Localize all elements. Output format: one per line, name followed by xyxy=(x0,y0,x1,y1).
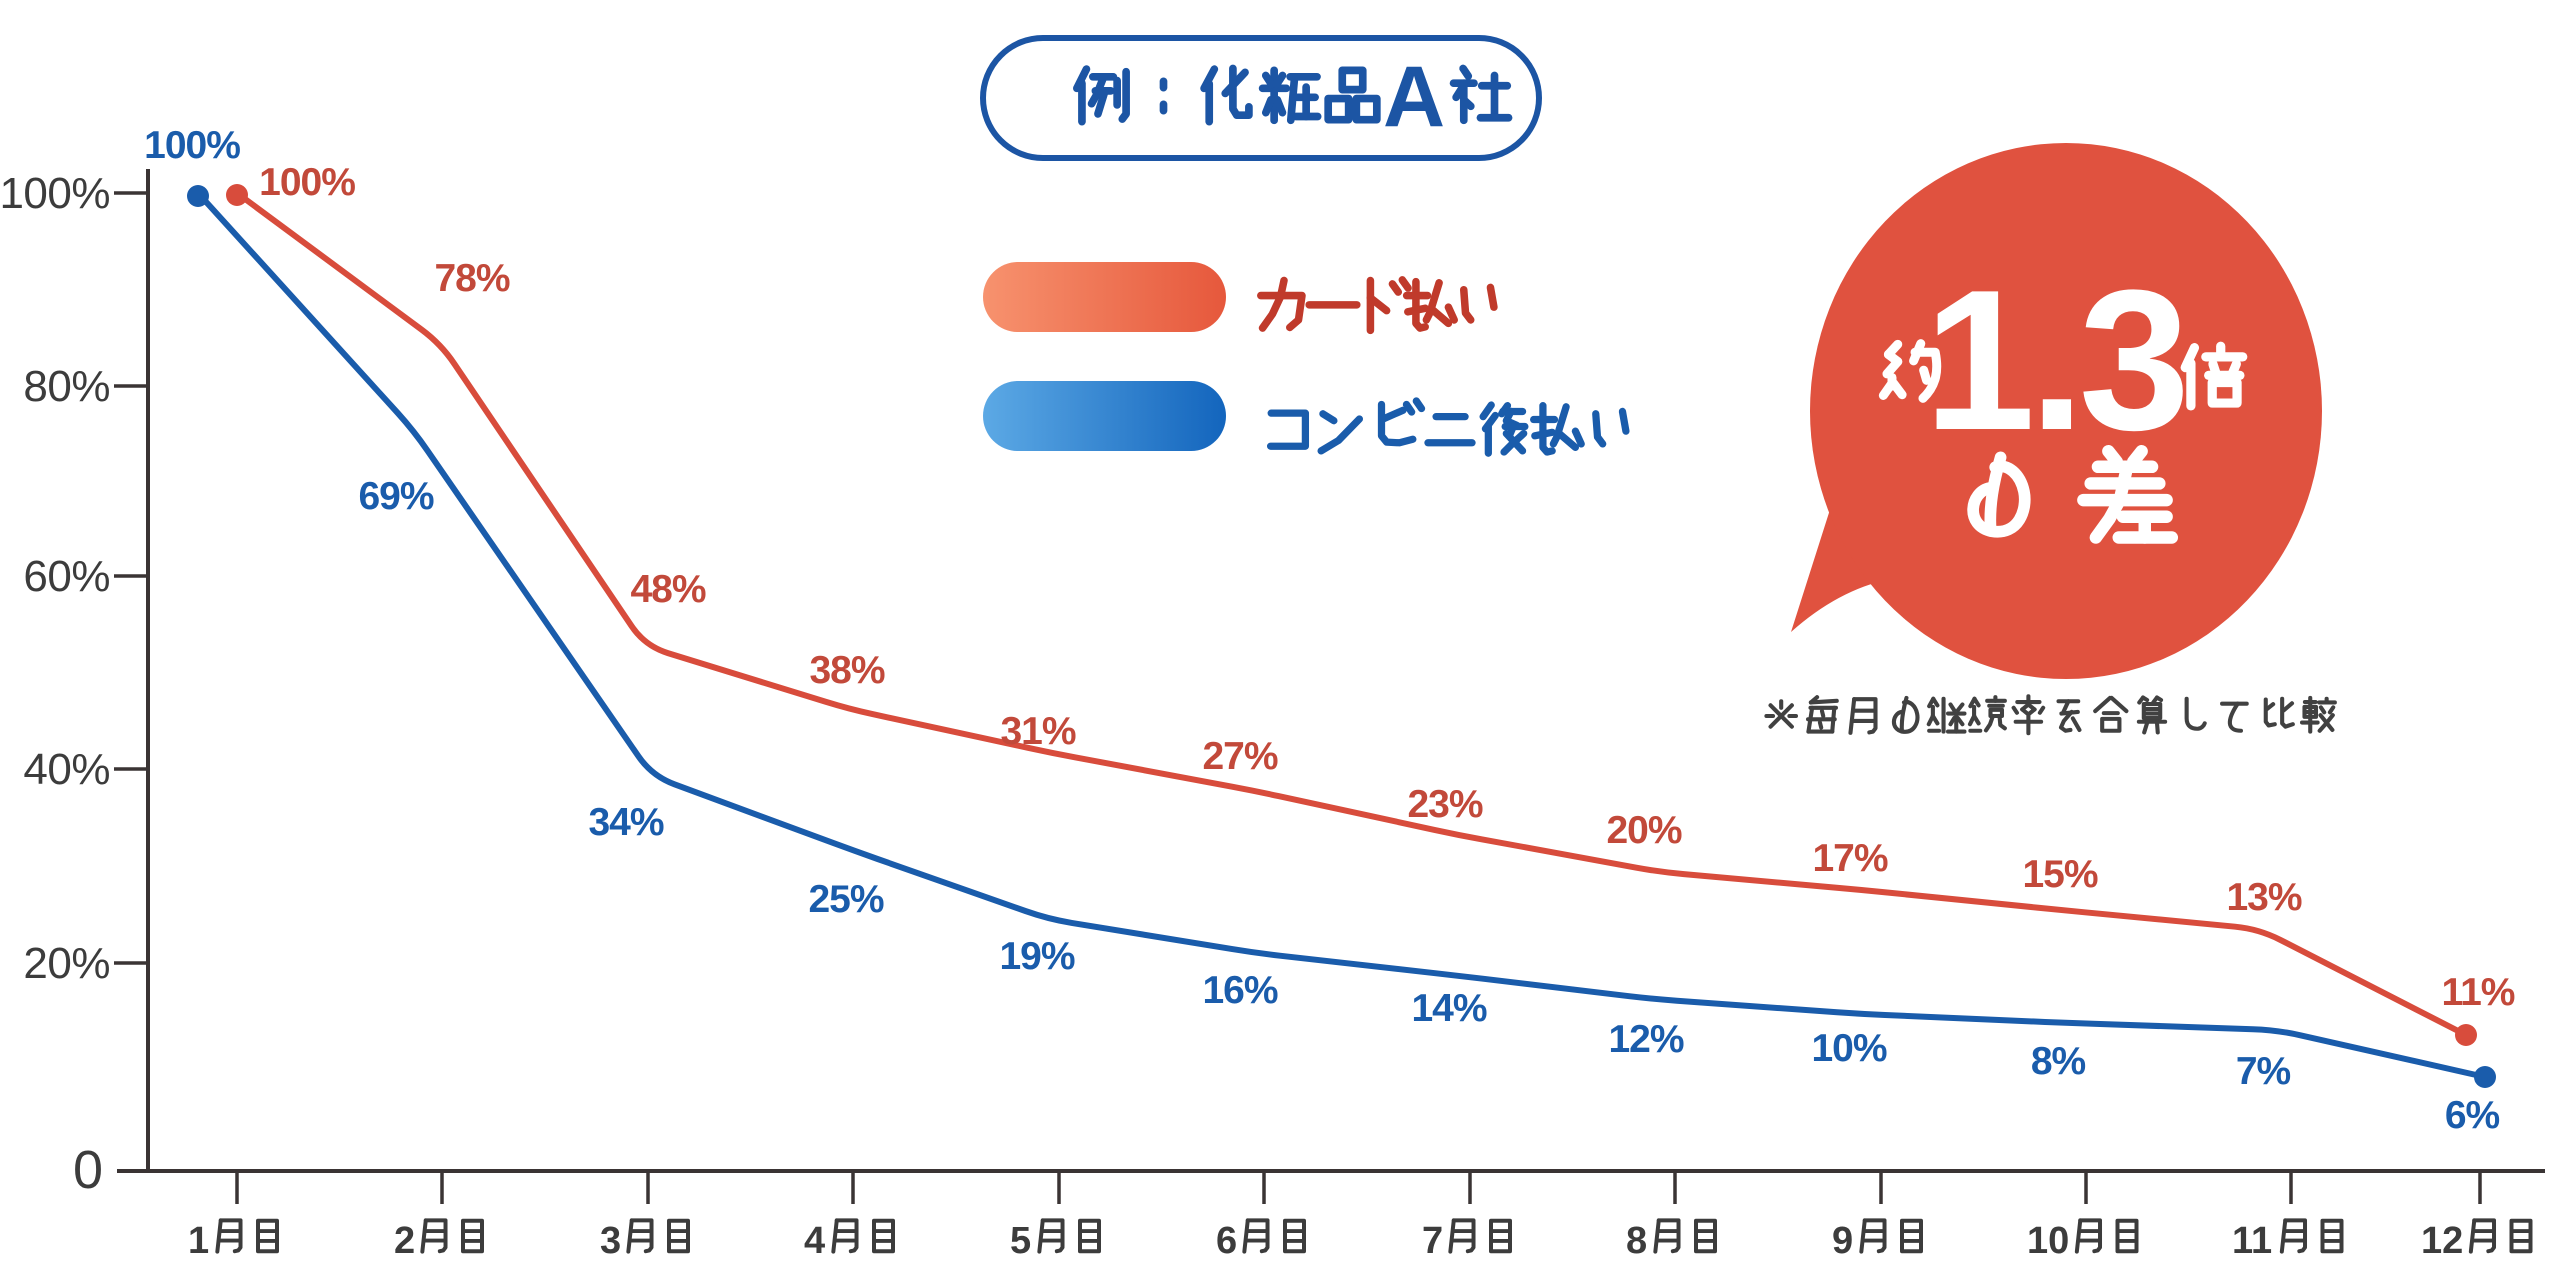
svg-text:69%: 69% xyxy=(358,475,433,518)
svg-text:11%: 11% xyxy=(2442,971,2515,1014)
svg-text:A: A xyxy=(1383,49,1445,145)
svg-text:11: 11 xyxy=(2232,1220,2272,1262)
svg-text:10: 10 xyxy=(2027,1220,2069,1262)
svg-text:25%: 25% xyxy=(808,878,883,921)
svg-text:23%: 23% xyxy=(1407,783,1482,826)
svg-text:8: 8 xyxy=(1626,1220,1647,1262)
svg-text:7%: 7% xyxy=(2236,1050,2291,1093)
svg-text:20%: 20% xyxy=(23,939,110,988)
svg-text:13%: 13% xyxy=(2226,876,2301,919)
svg-text:9: 9 xyxy=(1832,1220,1853,1262)
svg-text:40%: 40% xyxy=(23,745,110,794)
svg-text:2: 2 xyxy=(394,1220,415,1262)
svg-text:12%: 12% xyxy=(1608,1018,1683,1061)
svg-text:5: 5 xyxy=(1010,1220,1031,1262)
svg-text:38%: 38% xyxy=(809,649,884,692)
svg-text:34%: 34% xyxy=(588,801,663,844)
svg-text:10%: 10% xyxy=(1811,1027,1886,1070)
svg-text:80%: 80% xyxy=(23,362,110,411)
svg-text:60%: 60% xyxy=(23,552,110,601)
svg-text:78%: 78% xyxy=(434,257,509,300)
svg-text:20%: 20% xyxy=(1606,809,1681,852)
svg-text:1: 1 xyxy=(188,1220,209,1262)
svg-text:27%: 27% xyxy=(1202,735,1277,778)
svg-text:1.3: 1.3 xyxy=(1924,249,2184,472)
svg-text:100%: 100% xyxy=(144,124,240,167)
svg-text:48%: 48% xyxy=(630,568,705,611)
svg-text:19%: 19% xyxy=(999,935,1074,978)
svg-text:6: 6 xyxy=(1216,1220,1237,1262)
svg-text:6%: 6% xyxy=(2445,1094,2500,1137)
svg-text:100%: 100% xyxy=(259,161,355,204)
svg-text:4: 4 xyxy=(804,1220,825,1262)
svg-text:7: 7 xyxy=(1422,1220,1443,1262)
svg-text:0: 0 xyxy=(73,1140,103,1200)
svg-text:100%: 100% xyxy=(0,169,110,218)
svg-text:8%: 8% xyxy=(2031,1040,2086,1083)
svg-text:14%: 14% xyxy=(1411,987,1486,1030)
svg-text:17%: 17% xyxy=(1812,837,1887,880)
svg-text:16%: 16% xyxy=(1202,969,1277,1012)
svg-text:31%: 31% xyxy=(1000,710,1075,753)
svg-text:15%: 15% xyxy=(2022,853,2097,896)
svg-text:12: 12 xyxy=(2421,1220,2463,1262)
svg-text:3: 3 xyxy=(600,1220,621,1262)
